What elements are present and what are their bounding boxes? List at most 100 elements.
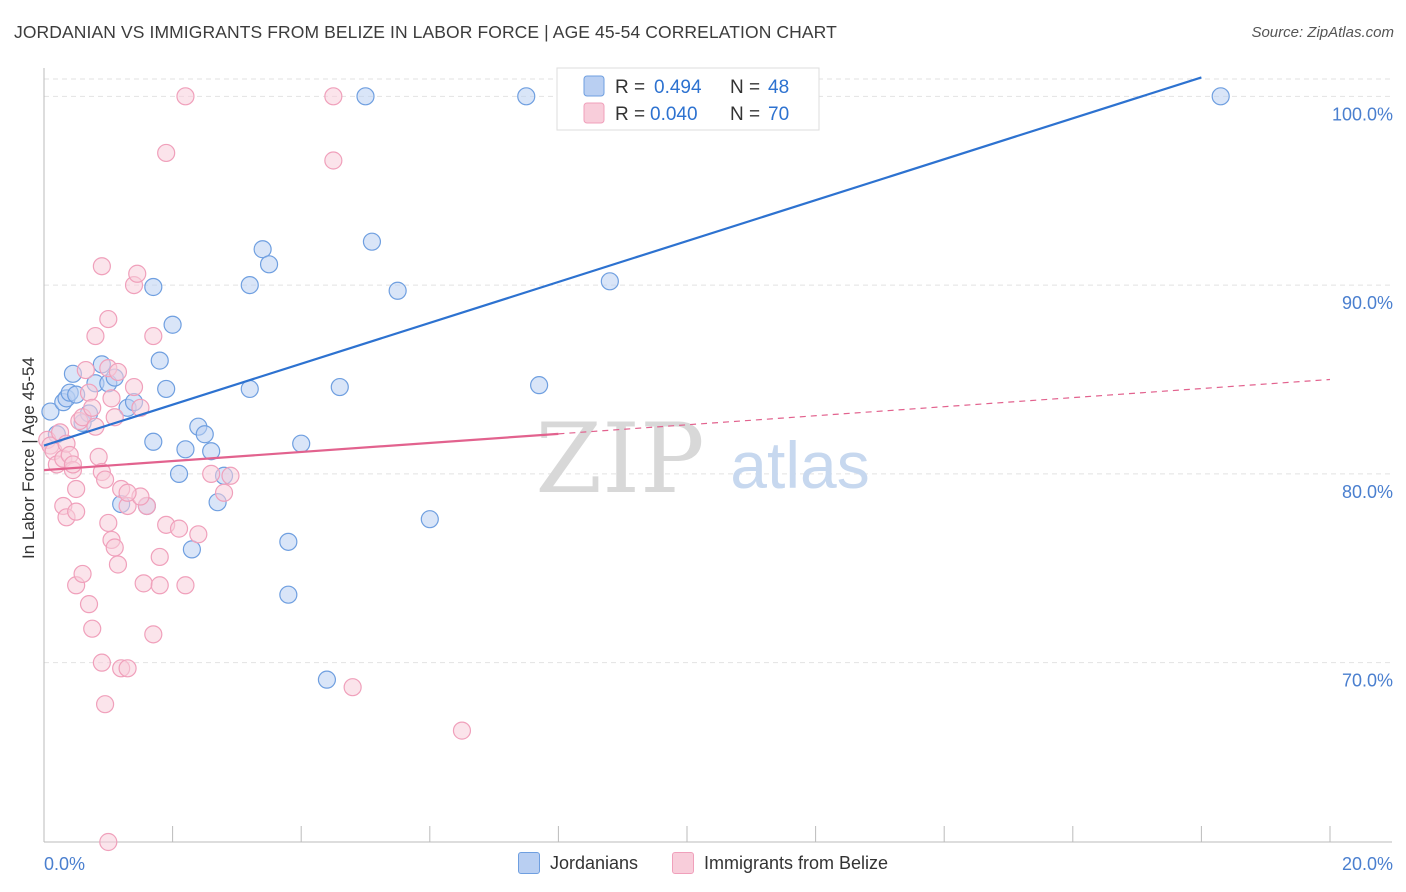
axes xyxy=(43,68,1392,843)
belize-point xyxy=(67,479,86,499)
belize-point xyxy=(134,574,153,593)
belize-point xyxy=(124,377,144,397)
jordanians-point xyxy=(317,670,337,689)
series-legend: Jordanians Immigrants from Belize xyxy=(0,852,1406,874)
belize-point xyxy=(150,547,169,567)
trend-lines xyxy=(43,76,1331,472)
belize-point xyxy=(108,555,128,574)
gridlines xyxy=(44,78,1392,664)
belize-point xyxy=(92,257,111,276)
legend-r-label-1: R = xyxy=(615,77,645,98)
legend-swatch-belize xyxy=(583,102,605,124)
jordanians-point xyxy=(530,376,549,395)
belize-point xyxy=(150,576,169,595)
chart-title: JORDANIAN VS IMMIGRANTS FROM BELIZE IN L… xyxy=(14,22,837,42)
jordanians-point xyxy=(41,402,60,421)
watermark: ZIP atlas xyxy=(535,403,869,515)
belize-point xyxy=(221,466,240,485)
belize-point xyxy=(83,398,102,417)
belize-point xyxy=(169,519,189,538)
belize-point xyxy=(157,143,176,163)
y-axis-title: In Labor Force | Age 45-54 xyxy=(19,357,38,559)
jordanians-point xyxy=(144,277,163,297)
trend-line-jordanians xyxy=(43,76,1202,447)
trend-line-belize-dashed xyxy=(558,378,1331,435)
belize-point xyxy=(176,576,195,595)
jordanians-point xyxy=(144,432,163,451)
jordanians-point xyxy=(259,255,279,274)
belize-point xyxy=(105,538,124,557)
correlation-legend: R = 0.494 N = 48 R = 0.040 N = 70 xyxy=(556,67,820,131)
x-tick-labels: 0.0% 20.0% xyxy=(44,854,1393,874)
legend-label-belize: Immigrants from Belize xyxy=(704,852,889,873)
jordanians-point xyxy=(600,272,619,291)
belize-point xyxy=(118,483,137,502)
jordanians-point xyxy=(195,425,214,444)
jordanians-point xyxy=(176,440,195,459)
belize-point xyxy=(202,464,221,483)
jordanians-point xyxy=(202,442,221,461)
series-jordanians-points xyxy=(41,87,1230,689)
legend-n-value-2: 70 xyxy=(768,104,789,125)
belize-point xyxy=(89,447,108,466)
belize-point xyxy=(131,398,150,417)
belize-point xyxy=(76,360,95,380)
belize-point xyxy=(63,455,83,474)
y-tick-label: 80.0% xyxy=(1342,482,1393,502)
belize-point xyxy=(343,678,362,697)
belize-point xyxy=(108,362,128,382)
y-tick-label: 70.0% xyxy=(1342,671,1393,691)
x-tick-label-min: 0.0% xyxy=(44,854,85,874)
legend-label-jordanians: Jordanians xyxy=(549,852,638,873)
legend-item-jordanians: Jordanians xyxy=(517,852,638,874)
jordanians-point xyxy=(356,87,375,106)
belize-point xyxy=(83,619,102,638)
belize-point xyxy=(99,309,118,329)
jordanians-point xyxy=(157,379,176,399)
belize-point xyxy=(99,513,118,533)
belize-point xyxy=(324,87,343,106)
legend-swatch-jordanians xyxy=(583,75,605,97)
legend-r-value-2: 0.040 xyxy=(650,104,698,125)
jordanians-point xyxy=(292,434,311,453)
legend-n-label-1: N = xyxy=(730,77,760,98)
belize-point xyxy=(128,264,147,283)
belize-point xyxy=(86,326,105,346)
belize-point xyxy=(95,470,115,489)
belize-point xyxy=(73,564,92,584)
belize-point xyxy=(102,389,121,408)
belize-point xyxy=(189,525,208,544)
series-belize-points xyxy=(38,87,472,852)
belize-point xyxy=(79,595,99,614)
jordanians-point xyxy=(253,240,272,259)
legend-swatch-belize-bottom xyxy=(672,852,694,874)
x-tick-label-max: 20.0% xyxy=(1342,854,1393,874)
belize-point xyxy=(95,695,115,714)
watermark-zip: ZIP xyxy=(535,403,704,515)
jordanians-point xyxy=(163,315,182,334)
legend-swatch-jordanians-bottom xyxy=(517,852,540,874)
jordanians-point xyxy=(362,232,382,251)
jordanians-point xyxy=(169,464,189,483)
y-tick-labels: 100.0% 90.0% 80.0% 70.0% xyxy=(1332,104,1393,690)
jordanians-point xyxy=(330,377,349,397)
jordanians-point xyxy=(420,510,439,529)
belize-point xyxy=(99,832,118,852)
jordanians-point xyxy=(388,281,407,300)
jordanians-point xyxy=(279,532,298,551)
legend-n-label-2: N = xyxy=(730,104,760,125)
legend-item-belize: Immigrants from Belize xyxy=(672,852,888,874)
belize-point xyxy=(214,483,234,502)
legend-r-value-1: 0.494 xyxy=(654,77,702,98)
jordanians-point xyxy=(182,540,201,559)
belize-point xyxy=(79,383,99,402)
belize-point xyxy=(118,659,137,678)
jordanians-point xyxy=(1211,87,1230,106)
y-tick-label: 90.0% xyxy=(1342,293,1393,313)
jordanians-point xyxy=(240,275,259,295)
source-label: Source: ZipAtlas.com xyxy=(1251,24,1394,41)
watermark-atlas: atlas xyxy=(730,428,869,502)
legend-n-value-1: 48 xyxy=(768,77,789,98)
belize-point xyxy=(144,625,163,644)
